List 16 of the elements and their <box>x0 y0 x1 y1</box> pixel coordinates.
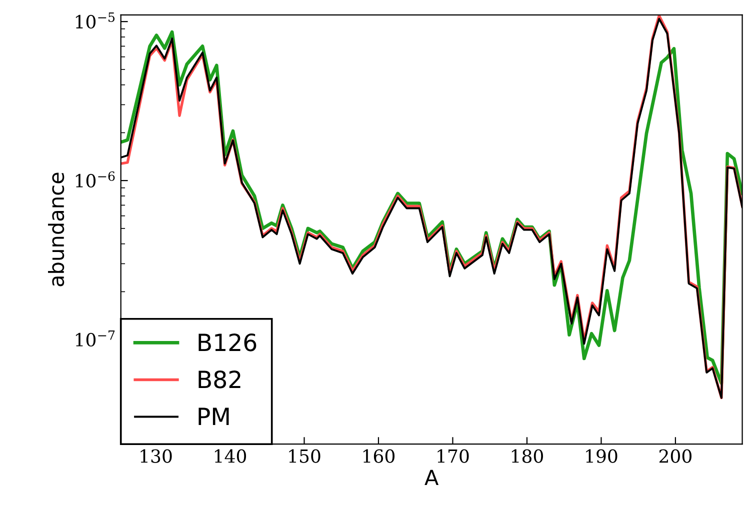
y-axis-title: abundance <box>48 172 64 286</box>
x-tick-label: 160 <box>363 449 395 463</box>
x-tick-label: 200 <box>659 449 692 463</box>
legend-label: B82 <box>198 370 240 388</box>
y-tick-label: 10$^{−5}$ <box>76 12 115 29</box>
x-tick-label: 180 <box>512 449 543 463</box>
x-axis-title: A <box>424 470 439 486</box>
y-tick-label: 10$^{−6}$ <box>76 171 115 188</box>
legend-label: PM <box>198 408 229 426</box>
x-tick-label: 140 <box>214 449 246 463</box>
legend-label: B126 <box>198 333 256 352</box>
x-tick-label: 190 <box>586 449 618 463</box>
y-tick-label: 10$^{−7}$ <box>76 330 115 347</box>
x-tick-label: 130 <box>140 449 172 463</box>
x-tick-label: 170 <box>438 449 469 463</box>
x-tick-label: 150 <box>289 449 320 463</box>
